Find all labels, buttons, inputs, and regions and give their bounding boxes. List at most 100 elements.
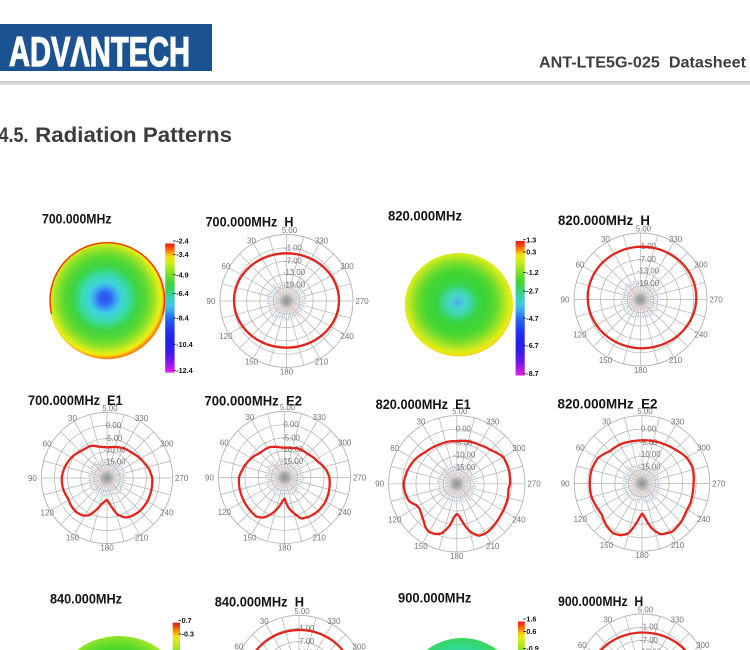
svg-text:-15.00: -15.00 bbox=[103, 458, 126, 467]
svg-text:60: 60 bbox=[221, 262, 230, 271]
svg-text:-7.00: -7.00 bbox=[640, 636, 658, 645]
svg-text:-13.00: -13.00 bbox=[295, 649, 318, 650]
svg-text:120: 120 bbox=[573, 330, 587, 339]
svg-text:120: 120 bbox=[218, 508, 232, 517]
svg-text:820.000MHz E2: 820.000MHz E2 bbox=[558, 397, 658, 412]
svg-text:-10.00: -10.00 bbox=[638, 450, 661, 459]
svg-text:-4.9: -4.9 bbox=[176, 270, 188, 279]
svg-text:-0.3: -0.3 bbox=[182, 630, 194, 639]
svg-text:90: 90 bbox=[28, 474, 37, 483]
svg-text:240: 240 bbox=[697, 515, 711, 524]
svg-text:700.000MHz H: 700.000MHz H bbox=[206, 215, 294, 230]
svg-text:700.000MHz E2: 700.000MHz E2 bbox=[205, 394, 303, 409]
svg-text:-2.4: -2.4 bbox=[176, 237, 188, 246]
svg-text:30: 30 bbox=[245, 413, 254, 422]
svg-text:-13.00: -13.00 bbox=[639, 647, 662, 650]
svg-text:30: 30 bbox=[247, 236, 256, 245]
svg-text:120: 120 bbox=[41, 508, 55, 517]
svg-text:240: 240 bbox=[694, 330, 708, 339]
svg-text:-2.7: -2.7 bbox=[526, 287, 538, 296]
svg-text:-10.00: -10.00 bbox=[453, 450, 476, 459]
svg-text:-12.4: -12.4 bbox=[176, 366, 192, 375]
svg-text:330: 330 bbox=[327, 617, 341, 626]
svg-text:-19.00: -19.00 bbox=[283, 280, 306, 289]
svg-text:330: 330 bbox=[486, 418, 500, 427]
svg-text:210: 210 bbox=[671, 541, 685, 550]
svg-text:180: 180 bbox=[450, 552, 464, 561]
svg-text:120: 120 bbox=[388, 516, 402, 525]
svg-text:330: 330 bbox=[135, 414, 149, 423]
svg-text:700.000MHz E1: 700.000MHz E1 bbox=[28, 393, 123, 408]
svg-text:5.00: 5.00 bbox=[452, 407, 468, 416]
svg-text:60: 60 bbox=[390, 444, 399, 453]
svg-text:-15.00: -15.00 bbox=[453, 463, 476, 472]
svg-text:210: 210 bbox=[135, 534, 149, 543]
svg-text:-5.00: -5.00 bbox=[640, 438, 658, 447]
svg-text:150: 150 bbox=[245, 358, 259, 367]
svg-text:90: 90 bbox=[375, 480, 384, 489]
svg-text:-10.00: -10.00 bbox=[103, 446, 126, 455]
svg-text:-8.4: -8.4 bbox=[176, 314, 188, 323]
svg-text:900.000MHz H: 900.000MHz H bbox=[558, 594, 643, 609]
svg-text:60: 60 bbox=[220, 439, 229, 448]
svg-text:120: 120 bbox=[574, 515, 588, 524]
svg-text:840.000MHz H: 840.000MHz H bbox=[215, 595, 304, 610]
svg-text:0.00: 0.00 bbox=[283, 420, 299, 429]
svg-text:30: 30 bbox=[260, 617, 269, 626]
svg-text:330: 330 bbox=[671, 418, 685, 427]
svg-text:30: 30 bbox=[603, 616, 612, 625]
svg-text:0.00: 0.00 bbox=[641, 425, 657, 434]
svg-text:30: 30 bbox=[602, 418, 611, 427]
svg-text:-13.00: -13.00 bbox=[637, 267, 660, 276]
svg-text:-10.4: -10.4 bbox=[176, 340, 192, 349]
svg-text:150: 150 bbox=[66, 534, 80, 543]
svg-text:5.00: 5.00 bbox=[637, 407, 653, 416]
svg-text:-7.00: -7.00 bbox=[638, 255, 656, 264]
svg-text:180: 180 bbox=[635, 551, 649, 560]
svg-text:180: 180 bbox=[100, 544, 114, 553]
svg-text:270: 270 bbox=[175, 474, 189, 483]
svg-text:270: 270 bbox=[712, 479, 726, 488]
svg-text:90: 90 bbox=[561, 295, 570, 304]
svg-text:240: 240 bbox=[160, 509, 174, 518]
svg-text:270: 270 bbox=[353, 473, 367, 482]
svg-text:5.00: 5.00 bbox=[102, 404, 118, 413]
svg-text:0.00: 0.00 bbox=[106, 421, 122, 430]
svg-text:-7.00: -7.00 bbox=[297, 637, 315, 646]
svg-text:60: 60 bbox=[576, 444, 585, 453]
svg-text:300: 300 bbox=[694, 260, 708, 269]
svg-text:-5.00: -5.00 bbox=[454, 438, 472, 447]
svg-text:180: 180 bbox=[280, 367, 294, 376]
svg-text:-10.00: -10.00 bbox=[281, 445, 304, 454]
svg-text:330: 330 bbox=[669, 235, 683, 244]
svg-text:150: 150 bbox=[243, 534, 257, 543]
svg-text:-1.2: -1.2 bbox=[526, 268, 538, 277]
svg-text:90: 90 bbox=[207, 297, 216, 306]
svg-text:-8.7: -8.7 bbox=[526, 369, 538, 378]
svg-text:-7.00: -7.00 bbox=[284, 257, 302, 266]
svg-text:-1.00: -1.00 bbox=[284, 243, 302, 252]
svg-text:0.00: 0.00 bbox=[456, 425, 472, 434]
svg-text:210: 210 bbox=[486, 542, 500, 551]
svg-text:300: 300 bbox=[353, 642, 367, 650]
svg-text:60: 60 bbox=[234, 642, 243, 650]
svg-text:240: 240 bbox=[338, 508, 352, 517]
svg-text:-15.00: -15.00 bbox=[638, 463, 661, 472]
svg-text:5.00: 5.00 bbox=[638, 606, 654, 615]
svg-text:150: 150 bbox=[414, 542, 428, 551]
svg-text:330: 330 bbox=[671, 616, 685, 625]
svg-text:300: 300 bbox=[340, 262, 354, 271]
svg-text:840.000MHz: 840.000MHz bbox=[50, 592, 122, 607]
svg-text:4.5.Radiation Patterns: 4.5. Radiation Patterns bbox=[0, 124, 232, 147]
svg-text:820.000MHz: 820.000MHz bbox=[388, 209, 462, 224]
svg-text:180: 180 bbox=[278, 543, 292, 552]
svg-text:150: 150 bbox=[600, 541, 614, 550]
svg-text:-5.00: -5.00 bbox=[282, 433, 300, 442]
svg-text:90: 90 bbox=[205, 473, 214, 482]
svg-text:-6.7: -6.7 bbox=[526, 341, 538, 350]
svg-text:-1.00: -1.00 bbox=[297, 624, 315, 633]
svg-text:0.6: 0.6 bbox=[526, 627, 536, 636]
svg-text:820.000MHz E1: 820.000MHz E1 bbox=[376, 397, 472, 412]
svg-text:-19.00: -19.00 bbox=[637, 279, 660, 288]
svg-text:300: 300 bbox=[160, 439, 174, 448]
